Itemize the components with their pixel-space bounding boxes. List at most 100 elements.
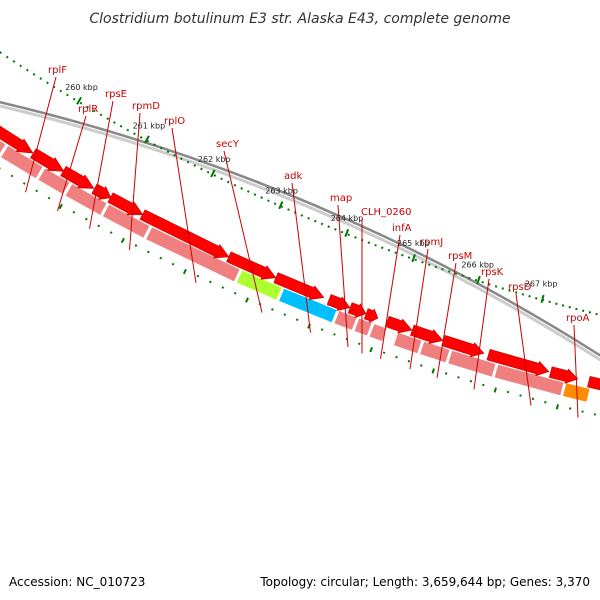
inner-tick — [548, 300, 551, 304]
gene-block — [447, 349, 497, 378]
kbp-label: 266 kbp — [461, 261, 494, 270]
outer-tick — [382, 351, 386, 354]
inner-tick — [340, 230, 344, 234]
outer-tick — [182, 268, 187, 275]
inner-tick — [481, 280, 484, 284]
inner-tick — [407, 256, 411, 259]
inner-tick — [575, 307, 578, 311]
gene-block — [419, 340, 451, 364]
kbp-major-tick — [540, 294, 545, 304]
outer-tick — [369, 346, 373, 353]
outer-tick — [407, 359, 411, 363]
inner-tick — [72, 97, 76, 101]
outer-tick — [84, 217, 88, 221]
inner-tick — [555, 302, 558, 305]
gene-label-adk: adk — [284, 171, 302, 182]
inner-tick — [434, 265, 438, 269]
inner-tick — [394, 251, 397, 254]
inner-tick — [588, 311, 592, 314]
outer-tick — [482, 383, 485, 387]
kbp-major-tick — [144, 135, 150, 144]
cds-arrow — [29, 148, 65, 172]
gene-label-rplr: rplR — [78, 104, 98, 115]
inner-tick — [447, 270, 451, 273]
gene-label-rpoa: rpoA — [566, 313, 590, 324]
cds-arrow — [587, 375, 600, 391]
inner-tick — [139, 136, 143, 139]
inner-tick — [19, 64, 23, 68]
inner-tick — [86, 105, 89, 109]
gene-label-rpsd: rpsD — [508, 282, 532, 293]
outer-tick — [395, 355, 398, 359]
inner-tick — [508, 289, 511, 292]
inner-tick — [39, 77, 43, 80]
inner-tick — [246, 190, 250, 193]
inner-tick — [421, 261, 424, 264]
gene-leader-line — [25, 76, 57, 193]
gene-label-rpmd: rpmD — [132, 101, 160, 112]
kbp-label: 260 kbp — [65, 83, 98, 92]
inner-tick — [113, 121, 116, 124]
gene-block — [353, 317, 373, 337]
cds-arrow — [441, 334, 485, 358]
kbp-label: 264 kbp — [331, 214, 364, 223]
inner-tick — [159, 146, 163, 150]
inner-tick — [474, 278, 478, 282]
inner-tick — [106, 117, 110, 121]
outer-tick — [420, 364, 423, 367]
accession-text: Accession: NC_010723 — [9, 575, 145, 589]
inner-tick — [387, 248, 391, 252]
inner-tick — [454, 272, 458, 275]
inner-tick — [206, 170, 210, 174]
gene-labels: rplF rplR rpsE rpmD rplO secY adk map CLH_0260in… — [25, 65, 590, 418]
cds-arrow — [91, 183, 112, 200]
outer-tick — [47, 196, 51, 200]
inner-tick — [535, 296, 538, 300]
gene-block — [0, 144, 44, 180]
inner-tick — [414, 258, 418, 262]
cds-arrow — [363, 308, 379, 324]
inner-tick — [581, 309, 585, 312]
inner-tick — [354, 236, 357, 239]
kbp-label: 263 kbp — [265, 187, 298, 196]
outer-tick — [581, 410, 584, 413]
kbp-label: 265 kbp — [397, 239, 430, 248]
outer-tick — [506, 390, 510, 394]
outer-tick — [469, 379, 473, 383]
outer-tick — [10, 174, 14, 178]
gene-label-infa: infA — [392, 223, 412, 234]
gene-label-rpsm: rpsM — [448, 251, 472, 262]
inner-tick — [173, 153, 176, 157]
gene-leader-line — [409, 248, 429, 370]
inner-tick — [180, 157, 183, 161]
inner-tick — [287, 208, 290, 211]
cds-track — [0, 125, 600, 391]
inner-tick — [494, 285, 498, 288]
cds-arrow — [0, 125, 34, 154]
outer-tick — [221, 286, 225, 289]
inner-tick — [521, 293, 525, 296]
outer-tick — [245, 297, 249, 303]
gene-leader-line — [436, 262, 457, 378]
outer-tick — [357, 342, 361, 346]
inner-tick — [200, 167, 203, 171]
inner-tick — [280, 205, 284, 209]
inner-tick — [193, 164, 197, 167]
outer-tick — [457, 376, 460, 379]
inner-tick — [488, 283, 491, 286]
outer-tick — [196, 274, 200, 278]
gene-leader-line — [171, 127, 197, 283]
inner-tick — [273, 202, 277, 206]
inner-tick — [374, 243, 377, 247]
gene-block — [235, 269, 283, 301]
outer-tick — [519, 394, 522, 397]
kbp-major-tick — [210, 169, 216, 178]
outer-tick — [147, 250, 150, 254]
gene-label-rplo: rplO — [164, 116, 185, 127]
outer-tick — [233, 291, 237, 295]
inner-tick — [153, 143, 156, 146]
outer-tick — [209, 280, 212, 284]
inner-tick — [468, 276, 471, 280]
inner-tick — [186, 160, 190, 164]
outer-tick — [171, 262, 175, 266]
